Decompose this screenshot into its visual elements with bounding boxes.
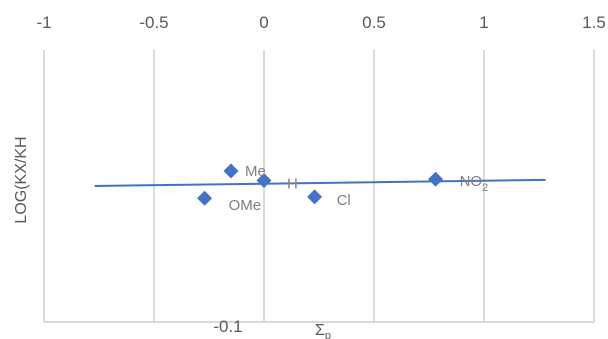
point-label: H: [287, 176, 298, 193]
point-label: OMe: [229, 197, 262, 214]
data-point: [256, 173, 272, 189]
y-axis-title: LOG(KX/KH: [13, 136, 30, 223]
x-tick-label: 1.5: [582, 13, 606, 32]
x-tick-label: -0.5: [139, 13, 168, 32]
tick-labels: -1 -0.5 0 0.5 1 1.5: [36, 13, 605, 32]
data-point: [307, 189, 323, 205]
point-label: Me: [245, 163, 266, 180]
point-label: Cl: [337, 192, 351, 209]
data-point: [223, 163, 239, 179]
point-labels-layer: Me H OMe Cl NO2: [229, 163, 489, 214]
point-label: NO2: [460, 173, 489, 194]
y-tick-label: -0.1: [213, 317, 242, 336]
x-axis-title: Σp: [315, 322, 331, 339]
x-tick-label: 1: [479, 13, 488, 32]
trendline: [94, 178, 546, 187]
data-point: [197, 190, 213, 206]
data-point: [428, 171, 444, 187]
x-tick-label: 0: [259, 13, 268, 32]
x-tick-label: 0.5: [362, 13, 386, 32]
points-layer: [197, 163, 444, 206]
trendline-layer: [94, 178, 546, 187]
x-tick-label: -1: [36, 13, 51, 32]
